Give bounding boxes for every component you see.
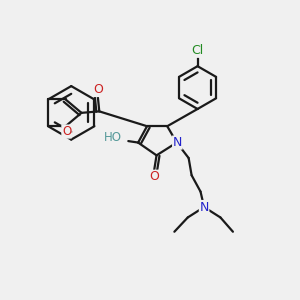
Text: O: O [62,125,71,138]
Text: N: N [200,201,209,214]
Text: O: O [149,170,159,183]
Text: Cl: Cl [191,44,204,57]
Text: HO: HO [104,131,122,144]
Text: O: O [93,83,103,97]
Text: N: N [173,136,182,149]
